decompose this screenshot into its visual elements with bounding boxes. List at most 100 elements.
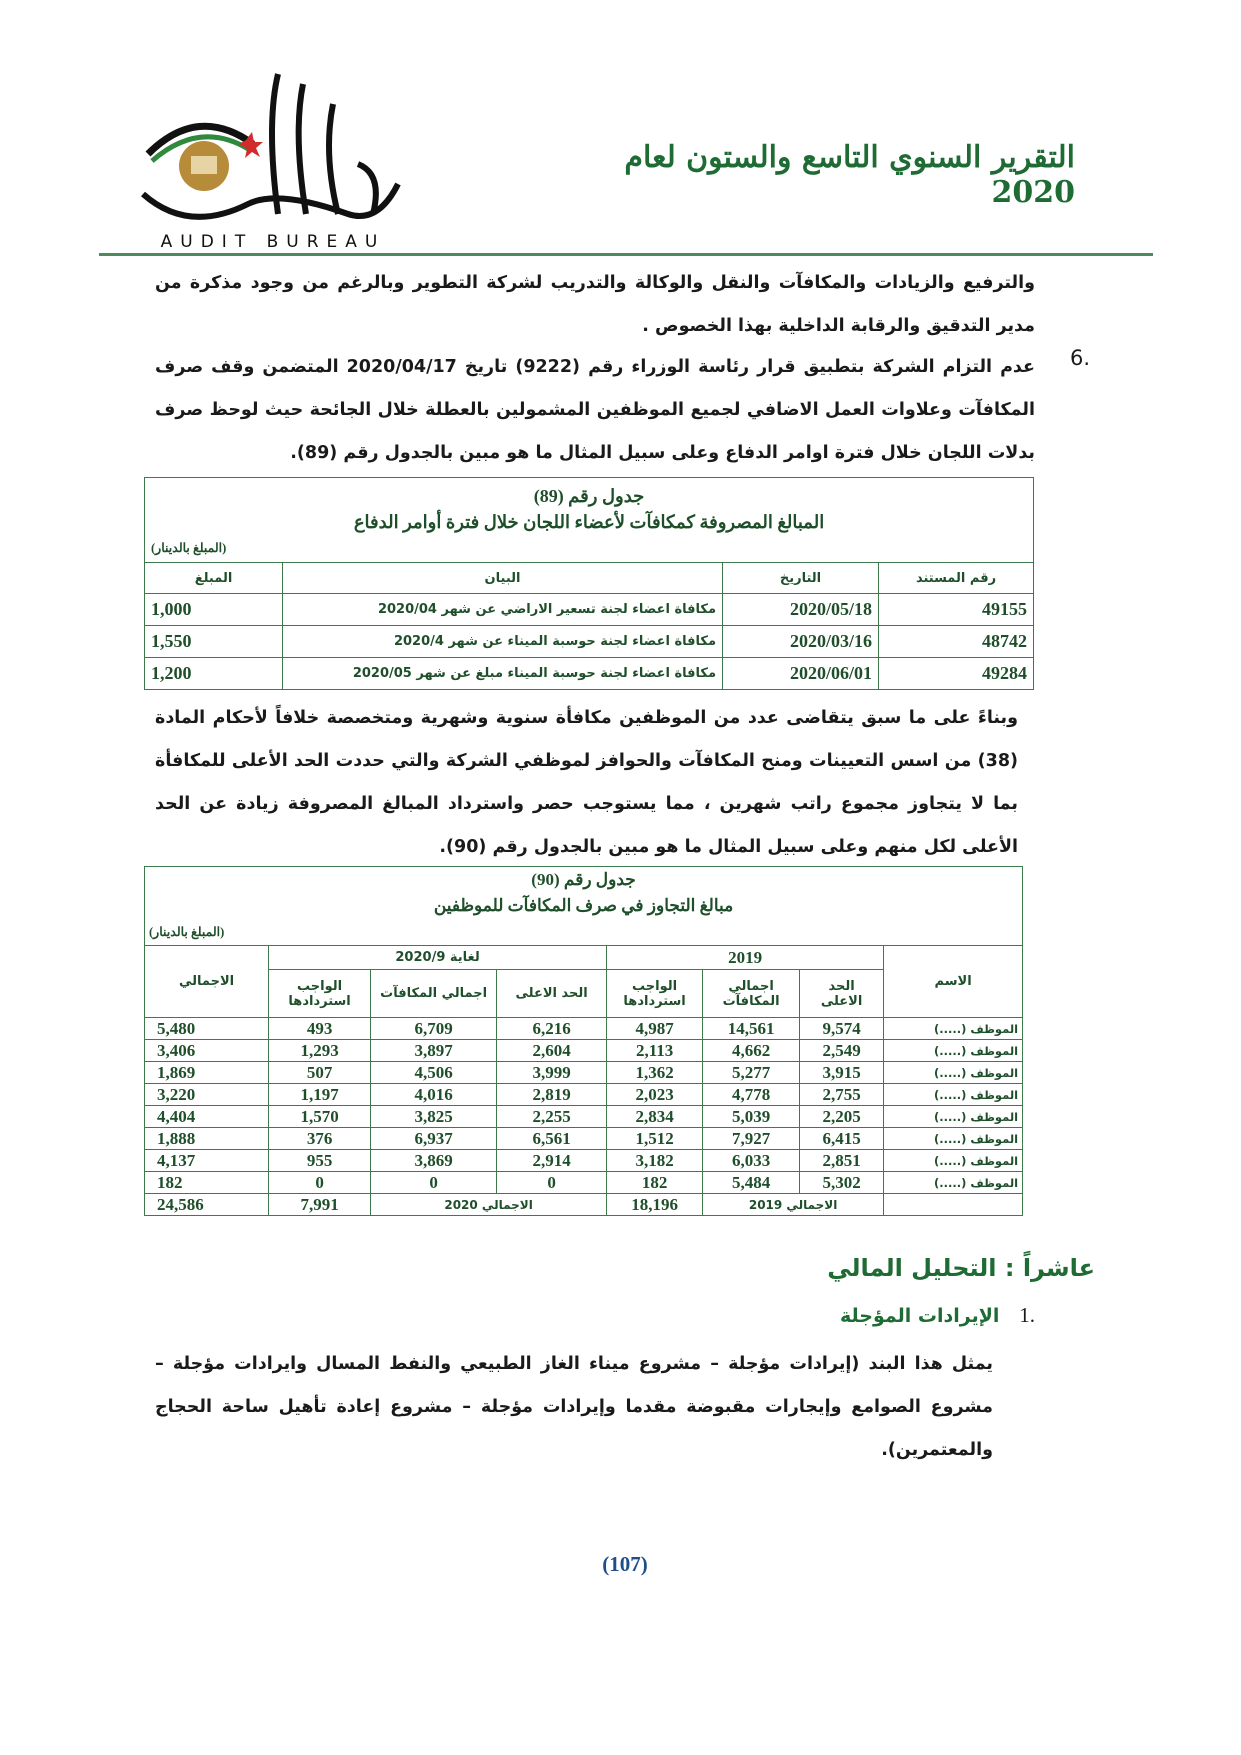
col-header: اجمالي المكافآت <box>702 969 801 1018</box>
value-cell: 3,915 <box>799 1061 885 1084</box>
value-cell: 1,570 <box>268 1105 372 1128</box>
group-header-2019: 2019 <box>606 945 885 970</box>
value-cell: 1,888 <box>143 1127 270 1150</box>
value-cell: 4,016 <box>370 1083 498 1106</box>
document-number-cell: 49155 <box>878 593 1035 626</box>
table-row: الموظف (.....) 3,915 5,277 1,362 3,999 4,506 5… <box>143 1061 1024 1084</box>
table-row: 49155 2020/05/18 مكافاة اعضاء لجنة تسعير ا… <box>143 593 1035 626</box>
col-header: البيان <box>282 562 724 594</box>
employee-name-cell: الموظف (.....) <box>883 1105 1024 1128</box>
subsection-title: الإيرادات المؤجلة <box>840 1305 1000 1327</box>
value-cell: 0 <box>268 1171 372 1194</box>
section-heading: عاشراً : التحليل المالي <box>827 1254 1095 1282</box>
total-2019-value: 18,196 <box>606 1193 704 1216</box>
grand-total-value: 24,586 <box>143 1193 270 1216</box>
value-cell: 6,937 <box>370 1127 498 1150</box>
table-89: جدول رقم (89) المبالغ المصروفة كمكافآت ل… <box>143 477 1035 690</box>
value-cell: 2,549 <box>799 1039 885 1062</box>
employee-name-cell: الموظف (.....) <box>883 1017 1024 1040</box>
table-title: المبالغ المصروفة كمكافآت لأعضاء اللجان خ… <box>353 512 825 532</box>
value-cell: 1,362 <box>606 1061 704 1084</box>
intro-paragraph: والترفيع والزيادات والمكافآت والنقل والو… <box>155 273 1035 336</box>
col-header: المبلغ <box>143 562 284 594</box>
value-cell: 6,216 <box>496 1017 608 1040</box>
value-cell: 3,182 <box>606 1149 704 1172</box>
table-90-caption: جدول رقم (90) مبالغ التجاوز في صرف المكا… <box>143 866 1024 946</box>
value-cell: 2,755 <box>799 1083 885 1106</box>
table-row: الموظف (.....) 2,549 4,662 2,113 2,604 3,897 1… <box>143 1039 1024 1062</box>
item6-paragraph: عدم التزام الشركة بتطبيق قرار رئاسة الوز… <box>155 357 1035 463</box>
table-row: 48742 2020/03/16 مكافاة اعضاء لجنة حوسبة ا… <box>143 625 1035 658</box>
col-header: التاريخ <box>722 562 880 594</box>
value-cell: 2,851 <box>799 1149 885 1172</box>
table-number: جدول رقم (90) <box>531 870 636 889</box>
value-cell: 2,914 <box>496 1149 608 1172</box>
totals-row: الاجمالي 2019 18,196 الاجمالي 2020 7,991… <box>143 1193 1024 1216</box>
value-cell: 6,561 <box>496 1127 608 1150</box>
table-unit: (المبلغ بالدينار) <box>149 925 225 939</box>
value-cell: 7,927 <box>702 1127 801 1150</box>
employee-name-cell: الموظف (.....) <box>883 1061 1024 1084</box>
value-cell: 5,277 <box>702 1061 801 1084</box>
table-number: جدول رقم (89) <box>533 486 645 506</box>
value-cell: 1,869 <box>143 1061 270 1084</box>
table-row: الموظف (.....) 2,851 6,033 3,182 2,914 3,869 9… <box>143 1149 1024 1172</box>
value-cell: 182 <box>606 1171 704 1194</box>
value-cell: 4,404 <box>143 1105 270 1128</box>
employee-name-cell: الموظف (.....) <box>883 1171 1024 1194</box>
value-cell: 2,604 <box>496 1039 608 1062</box>
date-cell: 2020/06/01 <box>722 657 880 690</box>
table-90: جدول رقم (90) مبالغ التجاوز في صرف المكا… <box>143 866 1024 1216</box>
col-header: رقم المستند <box>878 562 1035 594</box>
description-cell: مكافاة اعضاء لجنة حوسبة الميناء مبلغ عن … <box>282 657 724 690</box>
employee-name-cell: الموظف (.....) <box>883 1083 1024 1106</box>
value-cell: 0 <box>370 1171 498 1194</box>
item-number: .6 <box>1069 346 1090 370</box>
table-row: الموظف (.....) 2,205 5,039 2,834 2,255 3,825 1… <box>143 1105 1024 1128</box>
value-cell: 6,033 <box>702 1149 801 1172</box>
employee-name-cell: الموظف (.....) <box>883 1127 1024 1150</box>
col-header: الحد الاعلى <box>799 969 885 1018</box>
document-number-cell: 49284 <box>878 657 1035 690</box>
value-cell: 6,415 <box>799 1127 885 1150</box>
value-cell: 9,574 <box>799 1017 885 1040</box>
value-cell: 5,484 <box>702 1171 801 1194</box>
value-cell: 1,197 <box>268 1083 372 1106</box>
value-cell: 3,406 <box>143 1039 270 1062</box>
value-cell: 3,220 <box>143 1083 270 1106</box>
header-divider <box>99 253 1153 256</box>
table-title: مبالغ التجاوز في صرف المكافآت للموظفين <box>433 896 734 915</box>
table-89-caption: جدول رقم (89) المبالغ المصروفة كمكافآت ل… <box>143 477 1035 563</box>
group-header-2020: لغاية 2020/9 <box>268 945 608 970</box>
value-cell: 3,869 <box>370 1149 498 1172</box>
value-cell: 955 <box>268 1149 372 1172</box>
table-row: 49284 2020/06/01 مكافاة اعضاء لجنة حوسبة ا… <box>143 657 1035 690</box>
value-cell: 3,999 <box>496 1061 608 1084</box>
value-cell: 3,825 <box>370 1105 498 1128</box>
table-row: الموظف (.....) 5,302 5,484 182 0 0 0 182 <box>143 1171 1024 1194</box>
amount-cell: 1,200 <box>143 657 284 690</box>
value-cell: 2,205 <box>799 1105 885 1128</box>
subsection-number: .1 <box>1019 1303 1035 1327</box>
value-cell: 2,819 <box>496 1083 608 1106</box>
value-cell: 4,662 <box>702 1039 801 1062</box>
value-cell: 4,137 <box>143 1149 270 1172</box>
value-cell: 2,255 <box>496 1105 608 1128</box>
value-cell: 14,561 <box>702 1017 801 1040</box>
col-header: الواجب استردادها <box>606 969 704 1018</box>
table-row: الموظف (.....) 2,755 4,778 2,023 2,819 4,016 1… <box>143 1083 1024 1106</box>
date-cell: 2020/05/18 <box>722 593 880 626</box>
value-cell: 3,897 <box>370 1039 498 1062</box>
col-header: الواجب استردادها <box>268 969 372 1018</box>
date-cell: 2020/03/16 <box>722 625 880 658</box>
description-cell: مكافاة اعضاء لجنة حوسبة الميناء عن شهر 2… <box>282 625 724 658</box>
value-cell: 1,293 <box>268 1039 372 1062</box>
amount-cell: 1,000 <box>143 593 284 626</box>
value-cell: 493 <box>268 1017 372 1040</box>
audit-bureau-logo: AUDIT BUREAU <box>128 64 418 254</box>
value-cell: 507 <box>268 1061 372 1084</box>
employee-name-cell: الموظف (.....) <box>883 1149 1024 1172</box>
total-2020-value: 7,991 <box>268 1193 372 1216</box>
col-header: الحد الاعلى <box>496 969 608 1018</box>
value-cell: 0 <box>496 1171 608 1194</box>
